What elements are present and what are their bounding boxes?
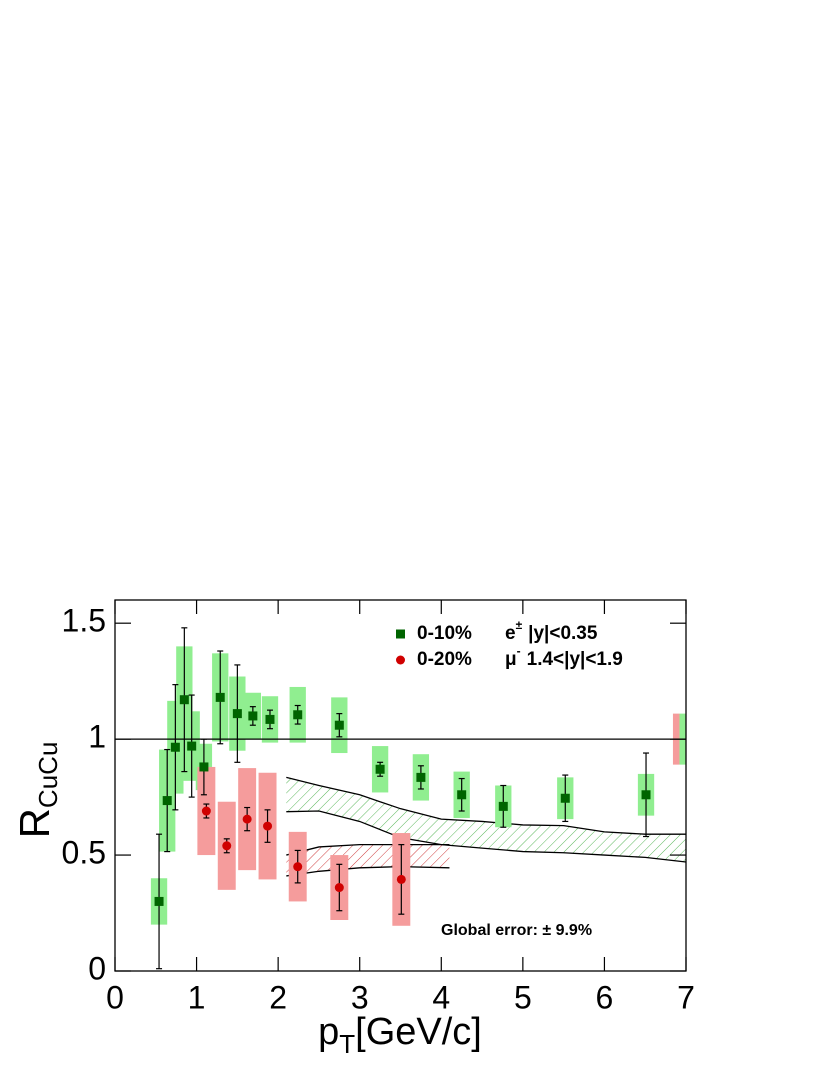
- marker: [242, 814, 252, 824]
- legend-centrality: 0-10%: [417, 623, 472, 644]
- band-lower: [286, 866, 450, 877]
- y-axis-title: RCuCu: [11, 742, 63, 839]
- marker: [222, 841, 232, 851]
- y-title-sub: CuCu: [33, 742, 63, 808]
- y-tick-label: 0: [88, 950, 106, 986]
- marker: [641, 790, 651, 800]
- marker: [170, 742, 180, 752]
- marker: [293, 710, 303, 720]
- x-tick-label: 3: [351, 979, 369, 1015]
- legend-charge: ±: [516, 618, 523, 632]
- x-tick-label: 0: [106, 979, 124, 1015]
- x-title-sub: T: [339, 1029, 355, 1059]
- x-tick-label: 6: [596, 979, 614, 1015]
- x-title-main: p: [318, 1011, 339, 1053]
- marker: [215, 692, 225, 702]
- marker: [334, 720, 344, 730]
- legend-particle: e: [505, 623, 516, 644]
- y-tick-label: 1.5: [62, 603, 106, 639]
- band-upper: [286, 776, 686, 835]
- marker: [154, 896, 164, 906]
- legend-particle: μ: [505, 649, 517, 670]
- marker: [187, 741, 197, 751]
- marker: [263, 821, 273, 831]
- marker: [201, 806, 211, 816]
- marker: [375, 764, 385, 774]
- legend-charge: -: [517, 644, 521, 658]
- x-tick-label: 7: [677, 979, 695, 1015]
- band-fill: [286, 777, 686, 863]
- x-axis-title: pT[GeV/c]: [318, 1011, 482, 1059]
- marker: [265, 714, 275, 724]
- marker: [334, 883, 344, 893]
- marker: [199, 762, 209, 772]
- global-error-label: Global error: ± 9.9%: [441, 922, 592, 939]
- marker: [248, 711, 258, 721]
- marker: [162, 796, 172, 806]
- legend-marker: [396, 655, 405, 665]
- marker: [396, 874, 406, 884]
- marker: [179, 695, 189, 705]
- y-tick-label: 1: [88, 719, 106, 755]
- x-tick-label: 2: [269, 979, 287, 1015]
- legend-label: 0-20% μ- 1.4<|y|<1.9: [417, 644, 623, 670]
- marker: [457, 790, 467, 800]
- marker: [232, 709, 242, 719]
- marker: [416, 772, 426, 782]
- band-lower: [286, 810, 687, 863]
- x-tick-label: 5: [514, 979, 532, 1015]
- x-tick-label: 4: [432, 979, 450, 1015]
- plot-frame: [114, 599, 687, 972]
- x-tick-label: 1: [188, 979, 206, 1015]
- y-tick-label: 0.5: [62, 835, 106, 871]
- legend-centrality: 0-20%: [417, 649, 472, 670]
- legend-range: |y|<0.35: [528, 623, 598, 644]
- marker: [293, 862, 303, 872]
- band-upper: [286, 843, 450, 856]
- legend-label: 0-10% e± |y|<0.35: [417, 618, 598, 644]
- legend-marker: [396, 629, 405, 639]
- legend-range: 1.4<|y|<1.9: [527, 649, 623, 670]
- marker: [560, 793, 570, 803]
- x-title-unit: [GeV/c]: [355, 1011, 482, 1053]
- marker: [498, 801, 508, 811]
- y-title-main: R: [11, 808, 58, 838]
